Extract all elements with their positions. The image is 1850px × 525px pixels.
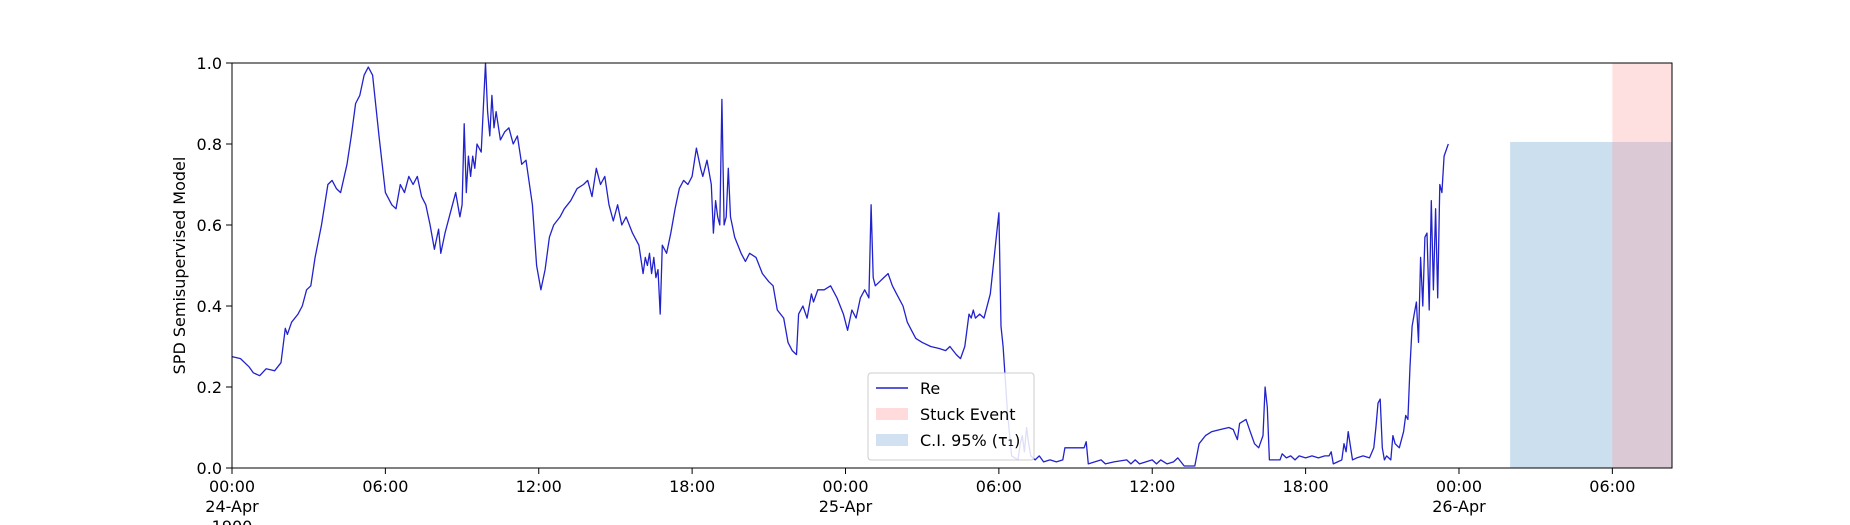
plot-frame	[231, 62, 1673, 469]
legend-label: Re	[920, 379, 940, 398]
legend-box	[867, 372, 1035, 461]
y-axis-label: SPD Semisupervised Model	[170, 157, 189, 375]
legend-label: Stuck Event	[920, 405, 1016, 424]
legend-label: C.I. 95% (τ₁)	[920, 431, 1020, 450]
x-tick-label: 00:00	[1436, 477, 1482, 496]
x-tick-year-label: 1900	[212, 517, 253, 525]
x-tick-label: 12:00	[1129, 477, 1175, 496]
x-tick-label: 06:00	[976, 477, 1022, 496]
x-tick-label: 12:00	[516, 477, 562, 496]
x-tick-label: 06:00	[362, 477, 408, 496]
x-tick-label: 00:00	[822, 477, 868, 496]
y-tick-label: 0.6	[197, 216, 222, 235]
x-tick-label: 06:00	[1589, 477, 1635, 496]
x-tick-date-label: 26-Apr	[1432, 497, 1486, 516]
stuck-event-region	[1612, 63, 1672, 468]
legend-swatch-patch	[876, 408, 908, 420]
x-tick-date-label: 25-Apr	[819, 497, 873, 516]
y-tick-label: 0.8	[197, 135, 222, 154]
plot-area	[231, 62, 1673, 469]
x-tick-label: 18:00	[1283, 477, 1329, 496]
x-tick-label: 00:00	[209, 477, 255, 496]
y-tick-label: 0.4	[197, 297, 222, 316]
ci-region	[1510, 141, 1672, 468]
y-tick-label: 1.0	[197, 54, 222, 73]
series-line-re	[231, 62, 1449, 467]
legend-swatch-patch	[876, 434, 908, 446]
y-tick-label: 0.0	[197, 459, 222, 478]
x-axis: 00:0024-Apr190006:0012:0018:0000:0025-Ap…	[205, 468, 1635, 525]
y-tick-label: 0.2	[197, 378, 222, 397]
legend: Re Stuck Event C.I. 95% (τ₁)	[867, 372, 1035, 461]
x-tick-label: 18:00	[669, 477, 715, 496]
x-tick-date-label: 24-Apr	[205, 497, 259, 516]
y-axis: 0.0 0.2 0.4 0.6 0.8 1.0	[197, 54, 232, 478]
